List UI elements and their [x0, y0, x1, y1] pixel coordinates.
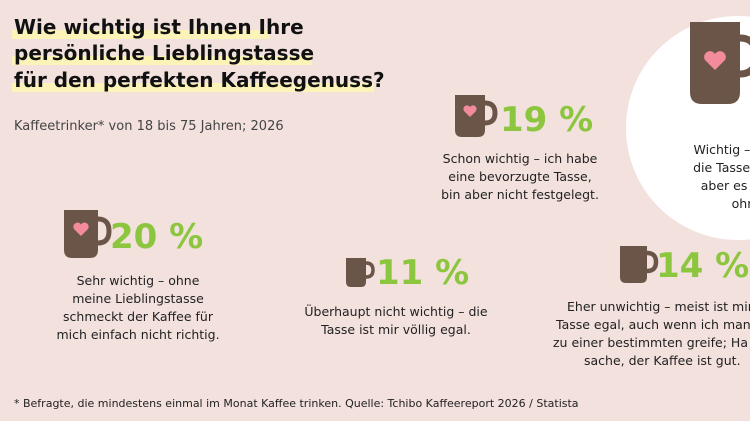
item-text: sache, der Kaffee ist gut.	[584, 353, 741, 368]
item-text: eine bevorzugte Tasse,	[448, 169, 591, 184]
highlight	[12, 83, 374, 92]
title-line: für den perfekten Kaffeegenuss?	[14, 68, 385, 92]
item-text: Sehr wichtig – ohne	[77, 273, 200, 288]
item-text: Tasse ist mir völlig egal.	[320, 322, 471, 337]
mug-icon	[64, 210, 112, 258]
item-text: die Tasse ar	[693, 160, 750, 175]
title-line: persönliche Lieblingstasse	[14, 41, 314, 65]
subtitle: Kaffeetrinker* von 18 bis 75 Jahren; 202…	[14, 119, 284, 134]
percent: 11 %	[376, 253, 469, 293]
item-text: Eher unwichtig – meist ist mir	[567, 299, 750, 314]
item-text: schmeckt der Kaffee für	[63, 309, 214, 324]
item-text: bin aber nicht festgelegt.	[441, 187, 599, 202]
item-text: Schon wichtig – ich habe	[443, 151, 598, 166]
item-text: Überhaupt nicht wichtig – die	[304, 303, 487, 319]
mug-icon	[455, 95, 498, 137]
item-text: mich einfach nicht richtig.	[56, 327, 219, 342]
item-text: Wichtig –	[694, 142, 750, 157]
percent: 14 %	[656, 246, 749, 286]
item-text: aber es g	[701, 178, 750, 193]
mug-icon	[620, 246, 659, 283]
footnote: * Befragte, die mindestens einmal im Mon…	[14, 397, 579, 410]
item-text: Tasse egal, auch wenn ich manc	[555, 317, 750, 332]
highlight	[12, 30, 270, 39]
item-text: zu einer bestimmten greife; Ha	[553, 335, 748, 350]
item-text: ohr	[732, 196, 750, 211]
item-text: meine Lieblingstasse	[72, 291, 204, 306]
percent: 20 %	[110, 217, 203, 257]
percent: 19 %	[500, 100, 593, 140]
highlight	[12, 56, 312, 65]
mug-icon	[346, 258, 375, 287]
title-line: Wie wichtig ist Ihnen Ihre	[14, 15, 304, 39]
mug-icon	[690, 22, 750, 104]
